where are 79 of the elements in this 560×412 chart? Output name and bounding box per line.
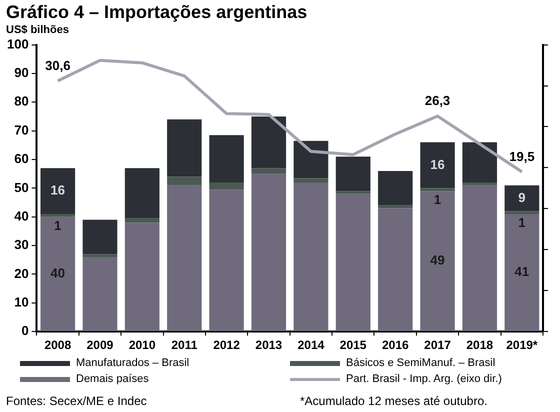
x-tick-label: 2014	[298, 338, 325, 352]
bar	[40, 214, 76, 217]
bar	[209, 182, 244, 190]
bar	[209, 190, 244, 332]
text: *Acumulado 12 meses até outubro.	[300, 394, 488, 408]
bar	[378, 208, 413, 332]
x-tick-label: 2008	[44, 338, 72, 352]
bar	[124, 168, 160, 218]
y-tick-label: 40	[14, 208, 29, 224]
y-tick-label: 100	[6, 36, 29, 52]
x-tick-label: 2009	[86, 338, 114, 352]
y-tick-label: 90	[14, 65, 29, 80]
x-tick-label: 2012	[213, 338, 240, 352]
x-tick-label: 2015	[340, 338, 367, 352]
bar	[124, 218, 160, 223]
bar	[251, 116, 286, 168]
bar	[336, 191, 370, 194]
y-tick-label: 10	[14, 294, 29, 310]
data-label: 16	[430, 156, 445, 172]
data-label: 41	[514, 264, 530, 280]
legend-label: Básicos e SemiManuf. – Brasil	[346, 357, 496, 369]
bar	[378, 205, 413, 208]
bar	[251, 174, 286, 332]
bar	[336, 194, 370, 332]
data-label: 26,3	[424, 93, 450, 108]
data-label: 49	[430, 252, 445, 268]
bar	[420, 191, 455, 332]
data-label: 9	[518, 190, 526, 205]
bar	[420, 142, 455, 188]
bar	[82, 257, 118, 332]
y-tick-label: 80	[14, 94, 29, 109]
y-tick-label: 0	[21, 323, 29, 338]
y-tick-label: 70	[14, 122, 29, 138]
data-label: 30,6	[45, 58, 70, 73]
legend-label: Manufaturados – Brasil	[76, 357, 190, 369]
x-tick-label: 2016	[382, 338, 409, 352]
bar	[504, 185, 540, 212]
data-label: 16	[50, 182, 66, 198]
x-tick-label: 2019*	[506, 338, 538, 352]
x-tick-label: 2018	[466, 338, 494, 352]
bar	[209, 135, 244, 182]
bar	[378, 170, 413, 206]
y-tick-label: 50	[14, 180, 29, 195]
y-tick-label: 20	[14, 266, 29, 281]
data-label: 1	[518, 215, 526, 230]
bar	[40, 168, 76, 214]
data-label: 40	[50, 266, 66, 281]
y-tick-label: 30	[14, 237, 29, 252]
bar	[294, 178, 328, 182]
bar	[462, 182, 498, 186]
bar	[167, 119, 202, 177]
legend-label: Demais países	[76, 373, 149, 385]
y-tick-label: 60	[14, 151, 29, 166]
x-tick-label: 2011	[171, 338, 198, 352]
y-axis-title: US$ bilhões	[6, 24, 69, 36]
bar	[336, 156, 370, 192]
data-label: 19,5	[509, 148, 535, 164]
x-tick-label: 2013	[255, 338, 282, 352]
bar	[167, 185, 202, 332]
legend-label: Part. Brasil - Imp. Arg. (eixo dir.)	[346, 373, 502, 385]
bar	[167, 176, 202, 186]
x-tick-label: 2017	[424, 338, 452, 352]
x-tick-label: 2010	[128, 338, 156, 352]
bar	[462, 142, 498, 182]
bar	[40, 216, 76, 332]
bar	[82, 220, 118, 254]
text: Fontes: Secex/ME e Indec	[6, 394, 147, 408]
bar	[124, 222, 160, 332]
bar	[420, 188, 455, 192]
data-label: 1	[434, 192, 442, 208]
bar	[294, 182, 328, 332]
bar	[504, 211, 540, 214]
data-label: 1	[54, 218, 62, 233]
bar	[82, 254, 118, 258]
chart-title: Gráfico 4 – Importações argentinas	[6, 2, 308, 23]
bar	[251, 168, 286, 174]
bar	[504, 214, 540, 332]
bar	[294, 140, 328, 178]
bar	[462, 185, 498, 332]
